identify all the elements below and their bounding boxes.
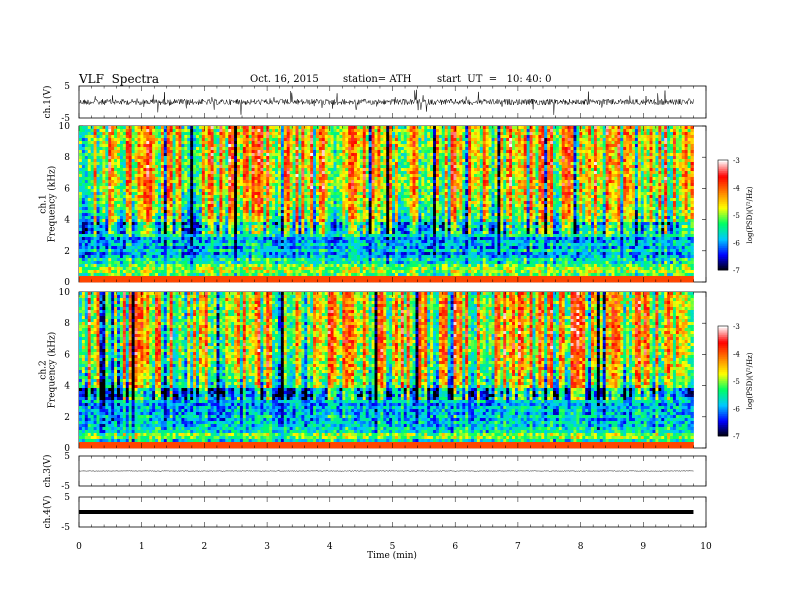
colorbar-tick-label: -4 (733, 185, 740, 193)
panel-ch4-waveform: ch.4(V) (42, 496, 706, 529)
x-axis-label: Time (min) (367, 550, 417, 561)
y-tick-label: 4 (64, 382, 70, 392)
colorbar-tick-label: -3 (733, 157, 740, 165)
y-tick-label: 8 (64, 153, 70, 163)
x-tick-label: 1 (139, 542, 145, 552)
x-tick-label: 4 (327, 542, 333, 552)
y-tick-label: 5 (64, 82, 70, 92)
x-tick-label: 8 (578, 542, 584, 552)
y-tick-label: 2 (64, 247, 70, 257)
x-tick-label: 10 (700, 542, 712, 552)
colorbar-tick-label: -4 (733, 351, 740, 359)
colorbar-tick-label: -5 (733, 378, 740, 386)
y-tick-label: 6 (64, 184, 70, 194)
panel-ch3-waveform: ch.3(V) (42, 455, 706, 488)
colorbar (718, 326, 728, 436)
colorbar-tick-label: -5 (733, 212, 740, 220)
spectrogram-cells (79, 126, 694, 282)
y-tick-label: 2 (64, 413, 70, 423)
y-axis-label: ch.1(V) (42, 86, 53, 119)
colorbar-tick-label: -6 (733, 406, 740, 414)
y-tick-label: 10 (59, 288, 71, 298)
y-tick-label: -5 (61, 523, 70, 533)
y-tick-label: 5 (64, 452, 70, 462)
colorbar-tick-label: -3 (733, 323, 740, 331)
x-tick-label: 0 (76, 542, 82, 552)
y-tick-label: -5 (61, 482, 70, 492)
panel-ch1-spectrogram: ch.1 Frequency (kHz) (39, 126, 729, 282)
y-tick-label: 8 (64, 319, 70, 329)
colorbar-tick-label: -7 (733, 433, 740, 441)
x-tick-label: 6 (452, 542, 458, 552)
y-tick-label: 6 (64, 350, 70, 360)
y-axis-label: Frequency (kHz) (47, 332, 58, 409)
x-tick-label: 9 (640, 542, 646, 552)
y-tick-label: 10 (59, 122, 71, 132)
y-tick-label: 4 (64, 216, 70, 226)
y-axis-label: Frequency (kHz) (47, 166, 58, 243)
colorbar (718, 160, 728, 270)
y-tick-label: 0 (64, 278, 70, 288)
x-tick-label: 3 (264, 542, 270, 552)
panel-ch1-waveform: ch.1(V) (42, 86, 706, 119)
y-tick-label: 5 (64, 493, 70, 503)
colorbar-tick-label: -7 (733, 267, 740, 275)
spectrogram-cells (79, 292, 694, 448)
waveform-line (79, 90, 694, 115)
panel-ch2-spectrogram: ch.2 Frequency (kHz) (39, 292, 729, 448)
x-tick-label: 2 (202, 542, 208, 552)
y-axis-label: ch.3(V) (42, 455, 53, 488)
colorbar-tick-label: -6 (733, 240, 740, 248)
colorbar-label: log(PSD)(V²/Hz) (746, 352, 754, 409)
y-axis-label: ch.4(V) (42, 496, 53, 529)
waveform-line (79, 471, 694, 472)
colorbar-label: log(PSD)(V²/Hz) (746, 186, 754, 243)
x-tick-label: 7 (515, 542, 521, 552)
